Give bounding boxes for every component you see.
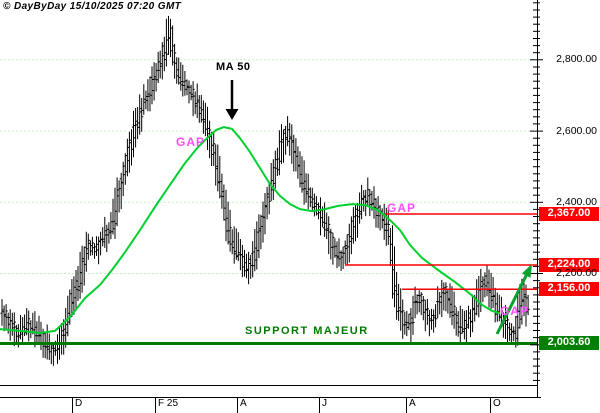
support-majeur-label: SUPPORT MAJEUR bbox=[245, 325, 369, 337]
trend-arrow-shaft bbox=[495, 272, 529, 335]
gap-label: GAP bbox=[500, 304, 530, 318]
x-axis-month-label: D bbox=[75, 398, 83, 409]
copyright-timestamp: © DayByDay 15/10/2025 07:20 GMT bbox=[3, 1, 182, 12]
resistance-price-badge: 2,224.00 bbox=[539, 258, 599, 272]
y-axis-label: 2,200.00 bbox=[556, 267, 597, 279]
x-axis-month-label: O bbox=[493, 398, 501, 409]
support-price-badge: 2,003.60 bbox=[539, 336, 599, 350]
resistance-price-badge: 2,156.00 bbox=[539, 282, 599, 296]
y-axis-label: 2,400.00 bbox=[556, 196, 597, 208]
y-axis-label: 2,800.00 bbox=[556, 53, 597, 65]
trend-arrow-head bbox=[521, 264, 532, 278]
gap-label: GAP bbox=[387, 201, 417, 215]
ma50-label: MA 50 bbox=[216, 61, 251, 73]
x-axis-month-label: F 25 bbox=[158, 398, 179, 409]
ohlc-bars bbox=[0, 15, 530, 366]
resistance-price-badge: 2,367.00 bbox=[539, 207, 599, 221]
y-axis-label: 2,600.00 bbox=[556, 125, 597, 137]
x-axis-month-label: J bbox=[322, 398, 327, 409]
gap-label: GAP bbox=[176, 135, 206, 149]
ma50-arrow-head bbox=[225, 109, 239, 120]
x-axis-month-label: A bbox=[409, 398, 416, 409]
x-axis-month-label: A bbox=[240, 398, 247, 409]
ma50-line bbox=[0, 126, 501, 334]
